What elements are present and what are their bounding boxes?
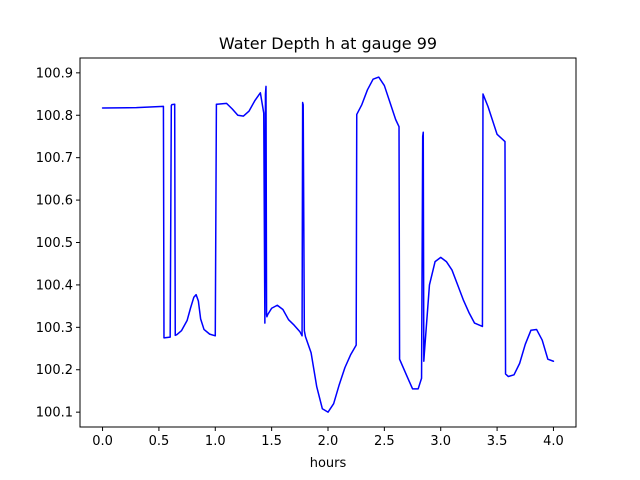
x-tick-label: 1.5 [261,434,282,449]
x-tick-label: 2.5 [374,434,395,449]
x-axis-label: hours [310,456,347,471]
y-tick-label: 100.2 [36,363,73,378]
x-tick-label: 3.5 [487,434,508,449]
x-tick-label: 4.0 [543,434,564,449]
y-tick-label: 100.4 [36,278,73,293]
y-tick-label: 100.6 [36,194,73,209]
x-axis-ticks: 0.0 0.5 1.0 1.5 2.0 2.5 3.0 3.5 4.0 [92,427,564,449]
x-tick-label: 0.5 [149,434,170,449]
chart-title: Water Depth h at gauge 99 [219,34,437,53]
y-tick-label: 100.8 [36,109,73,124]
series-layer [101,76,555,413]
y-tick-label: 100.7 [36,151,73,166]
plot-frame [79,57,577,428]
y-tick-label: 100.5 [36,236,73,251]
series-line-0 [101,76,555,413]
y-tick-label: 100.1 [36,406,73,421]
x-tick-label: 1.0 [205,434,226,449]
y-axis-ticks: 100.1 100.2 100.3 100.4 100.5 100.6 100.7 100.8… [36,66,80,421]
x-tick-label: 0.0 [92,434,113,449]
y-tick-label: 100.9 [36,66,73,81]
y-tick-label: 100.3 [36,321,73,336]
x-tick-label: 3.0 [430,434,451,449]
x-tick-label: 2.0 [318,434,339,449]
